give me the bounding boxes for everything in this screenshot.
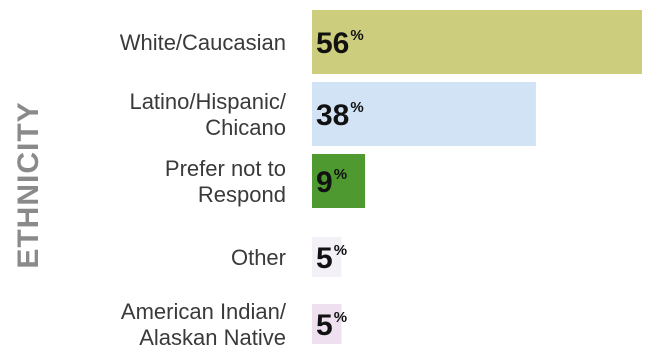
category-label-line: White/Caucasian: [120, 30, 286, 55]
value-label-0: 56%: [316, 27, 364, 60]
bar-4: [312, 304, 342, 344]
value-labels-group: 56%38%9%5%5%: [316, 27, 364, 342]
category-label-line: Latino/Hispanic/: [129, 89, 286, 114]
category-label-0: White/Caucasian: [120, 30, 286, 55]
bars-group: [312, 10, 642, 344]
category-label-3: Other: [231, 245, 286, 270]
value-percent-sign: %: [334, 309, 347, 326]
value-label-1: 38%: [316, 99, 364, 132]
category-label-1: Latino/Hispanic/Chicano: [129, 89, 286, 140]
bar-3: [312, 237, 342, 277]
category-label-line: Chicano: [205, 115, 286, 140]
category-label-line: American Indian/: [121, 299, 287, 324]
category-label-2: Prefer not to Respond: [165, 156, 286, 207]
bar-2: [312, 154, 366, 208]
value-percent-sign: %: [334, 242, 347, 259]
y-axis-title: ETHNICITY: [12, 101, 45, 268]
bar-0: [312, 10, 642, 74]
value-label-4: 5%: [316, 309, 347, 342]
category-label-line: Respond: [198, 182, 286, 207]
value-number: 38: [316, 99, 349, 132]
value-percent-sign: %: [350, 27, 363, 44]
category-label-4: American Indian/Alaskan Native: [121, 299, 287, 350]
value-number: 5: [316, 309, 333, 342]
category-label-line: Prefer not to: [165, 156, 286, 181]
value-number: 9: [316, 166, 333, 199]
value-percent-sign: %: [350, 99, 363, 116]
value-number: 56: [316, 27, 349, 60]
value-label-3: 5%: [316, 242, 347, 275]
category-label-line: Other: [231, 245, 286, 270]
bar-1: [312, 82, 536, 146]
value-percent-sign: %: [334, 166, 347, 183]
value-number: 5: [316, 242, 333, 275]
category-label-line: Alaskan Native: [139, 325, 286, 350]
value-label-2: 9%: [316, 166, 347, 199]
category-labels-group: White/Caucasian Latino/Hispanic/Chicano Pr…: [120, 30, 287, 350]
